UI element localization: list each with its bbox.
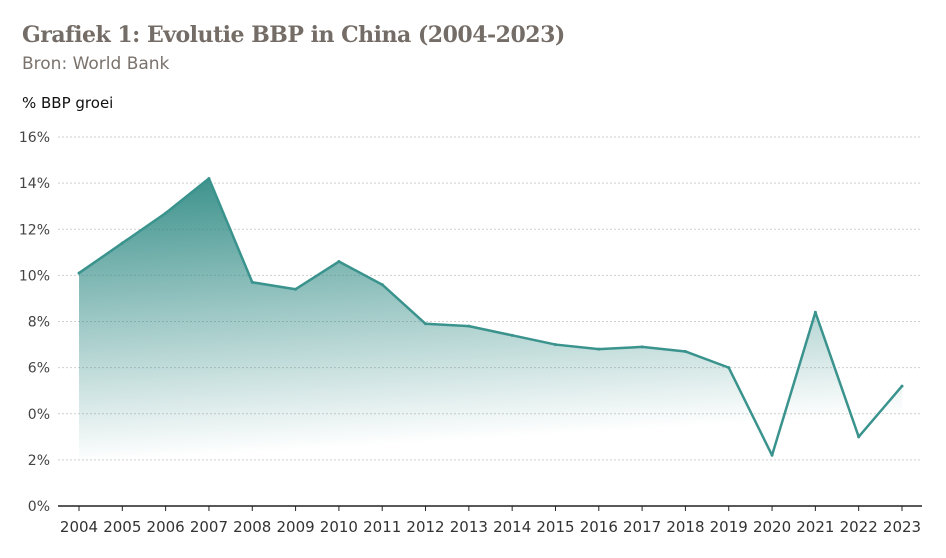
x-tick-label: 2016 (580, 518, 618, 536)
data-point (900, 384, 904, 388)
y-tick-label: 0% (28, 407, 50, 423)
x-tick-label: 2013 (450, 518, 488, 536)
x-tick-label: 2008 (233, 518, 271, 536)
data-point (164, 211, 168, 215)
data-point (553, 343, 557, 347)
data-point (597, 347, 601, 351)
x-tick-label: 2010 (320, 518, 358, 536)
data-point (857, 435, 861, 439)
data-point (813, 310, 817, 314)
data-point (120, 241, 124, 245)
area-fill (79, 178, 902, 506)
x-tick-label: 2005 (103, 518, 141, 536)
y-tick-label: 12% (19, 222, 50, 238)
y-tick-label: 2% (28, 453, 50, 469)
x-tick-label: 2020 (753, 518, 791, 536)
x-tick-label: 2019 (710, 518, 748, 536)
data-point (337, 260, 341, 264)
x-tick-label: 2022 (840, 518, 878, 536)
y-tick-label: 8% (28, 315, 50, 331)
data-point (640, 345, 644, 349)
series-line (78, 177, 903, 457)
data-point (424, 322, 428, 326)
x-tick-label: 2021 (796, 518, 834, 536)
y-tick-label: 16% (19, 130, 50, 146)
x-tick-label: 2006 (147, 518, 185, 536)
data-point (467, 324, 471, 328)
data-point (77, 271, 81, 275)
data-point (727, 366, 731, 370)
y-tick-label: 14% (19, 176, 50, 192)
y-tick-label: 10% (19, 268, 50, 284)
x-tick-label: 2018 (666, 518, 704, 536)
x-tick-label: 2012 (406, 518, 444, 536)
x-tick-label: 2007 (190, 518, 228, 536)
y-axis-label: % BBP groei (22, 94, 114, 112)
data-point (250, 280, 254, 284)
data-point (294, 287, 298, 291)
x-tick-label: 2017 (623, 518, 661, 536)
data-point (380, 283, 384, 287)
x-tick-label: 2004 (60, 518, 98, 536)
data-point (510, 333, 514, 337)
data-point (207, 177, 211, 181)
x-tick-label: 2014 (493, 518, 531, 536)
data-point (683, 349, 687, 353)
chart-source: Bron: World Bank (22, 54, 170, 74)
x-tick-label: 2023 (883, 518, 921, 536)
y-tick-label: 0% (28, 499, 50, 515)
chart-title: Grafiek 1: Evolutie BBP in China (2004-2… (22, 22, 565, 48)
data-point (770, 453, 774, 457)
x-tick-label: 2009 (276, 518, 314, 536)
y-tick-label: 6% (28, 361, 50, 377)
x-tick-label: 2011 (363, 518, 401, 536)
x-tick-label: 2015 (536, 518, 574, 536)
